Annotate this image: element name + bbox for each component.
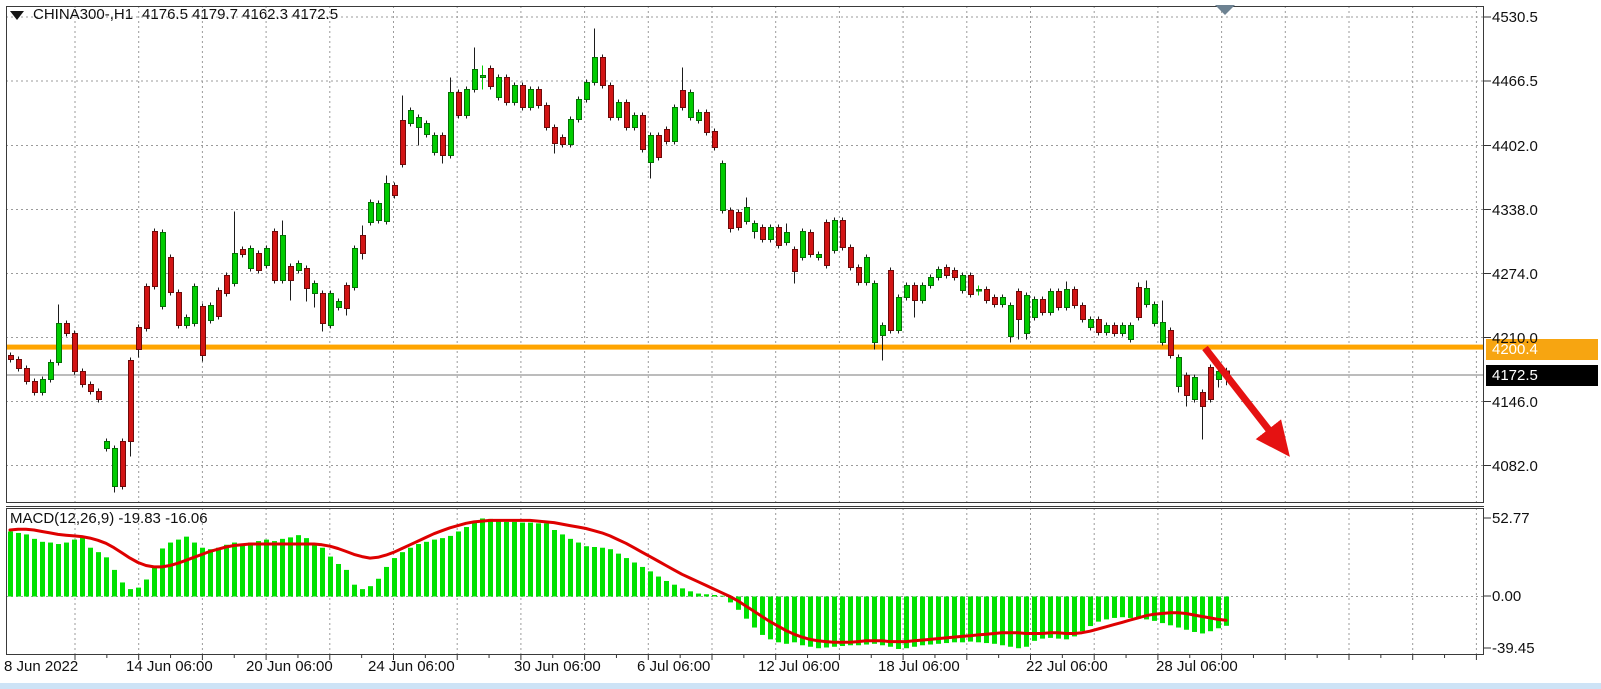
time-tick-label: 24 Jun 06:00 xyxy=(368,658,455,675)
price-tick-label: 4210.0 xyxy=(1492,329,1538,347)
time-tick-label: 6 Jul 06:00 xyxy=(637,658,711,675)
price-tick-label: 4530.5 xyxy=(1492,9,1538,26)
axis-ticks xyxy=(74,16,1491,660)
price-tick-label: 4338.0 xyxy=(1492,201,1538,219)
trend-arrow-object[interactable] xyxy=(1202,345,1290,457)
time-tick-label: 12 Jul 06:00 xyxy=(758,658,840,675)
price-tick-label: 4466.5 xyxy=(1492,73,1538,90)
macd-tick-label: 0.00 xyxy=(1492,588,1522,605)
macd-tick-label: -39.45 xyxy=(1492,640,1535,657)
current-price-badge: 4172.5 xyxy=(1486,365,1598,386)
chart-shift-marker-icon[interactable] xyxy=(1215,5,1235,15)
panel-borders xyxy=(6,6,1484,655)
ohlc-readout: 4176.5 4179.7 4162.3 4172.5 xyxy=(142,6,339,23)
candlestick-series[interactable] xyxy=(8,28,1230,493)
time-tick-label: 18 Jul 06:00 xyxy=(878,658,960,675)
price-tick-label: 4082.0 xyxy=(1492,457,1538,475)
bottom-strip xyxy=(0,683,1601,689)
price-tick-label: 4274.0 xyxy=(1492,265,1538,283)
time-tick-label: 8 Jun 2022 xyxy=(4,658,79,675)
macd-label: MACD(12,26,9) -19.83 -16.06 xyxy=(10,510,208,527)
symbol-dropdown-icon[interactable] xyxy=(10,10,24,20)
macd-indicator[interactable] xyxy=(8,518,1229,649)
price-level-lines xyxy=(6,344,1484,376)
time-tick-label: 14 Jun 06:00 xyxy=(126,658,213,675)
price-tick-label: 4146.0 xyxy=(1492,393,1538,411)
chart-title: CHINA300-,H1 4176.5 4179.7 4162.3 4172.5 xyxy=(10,7,338,23)
symbol-timeframe-label: CHINA300-,H1 xyxy=(33,6,134,23)
time-tick-label: 30 Jun 06:00 xyxy=(514,658,601,675)
macd-tick-label: 52.77 xyxy=(1492,510,1530,527)
time-tick-label: 22 Jul 06:00 xyxy=(1026,658,1108,675)
time-tick-label: 20 Jun 06:00 xyxy=(246,658,333,675)
time-tick-label: 28 Jul 06:00 xyxy=(1156,658,1238,675)
price-tick-label: 4402.0 xyxy=(1492,137,1538,155)
level-price-badge: 4200.4 xyxy=(1486,339,1598,361)
